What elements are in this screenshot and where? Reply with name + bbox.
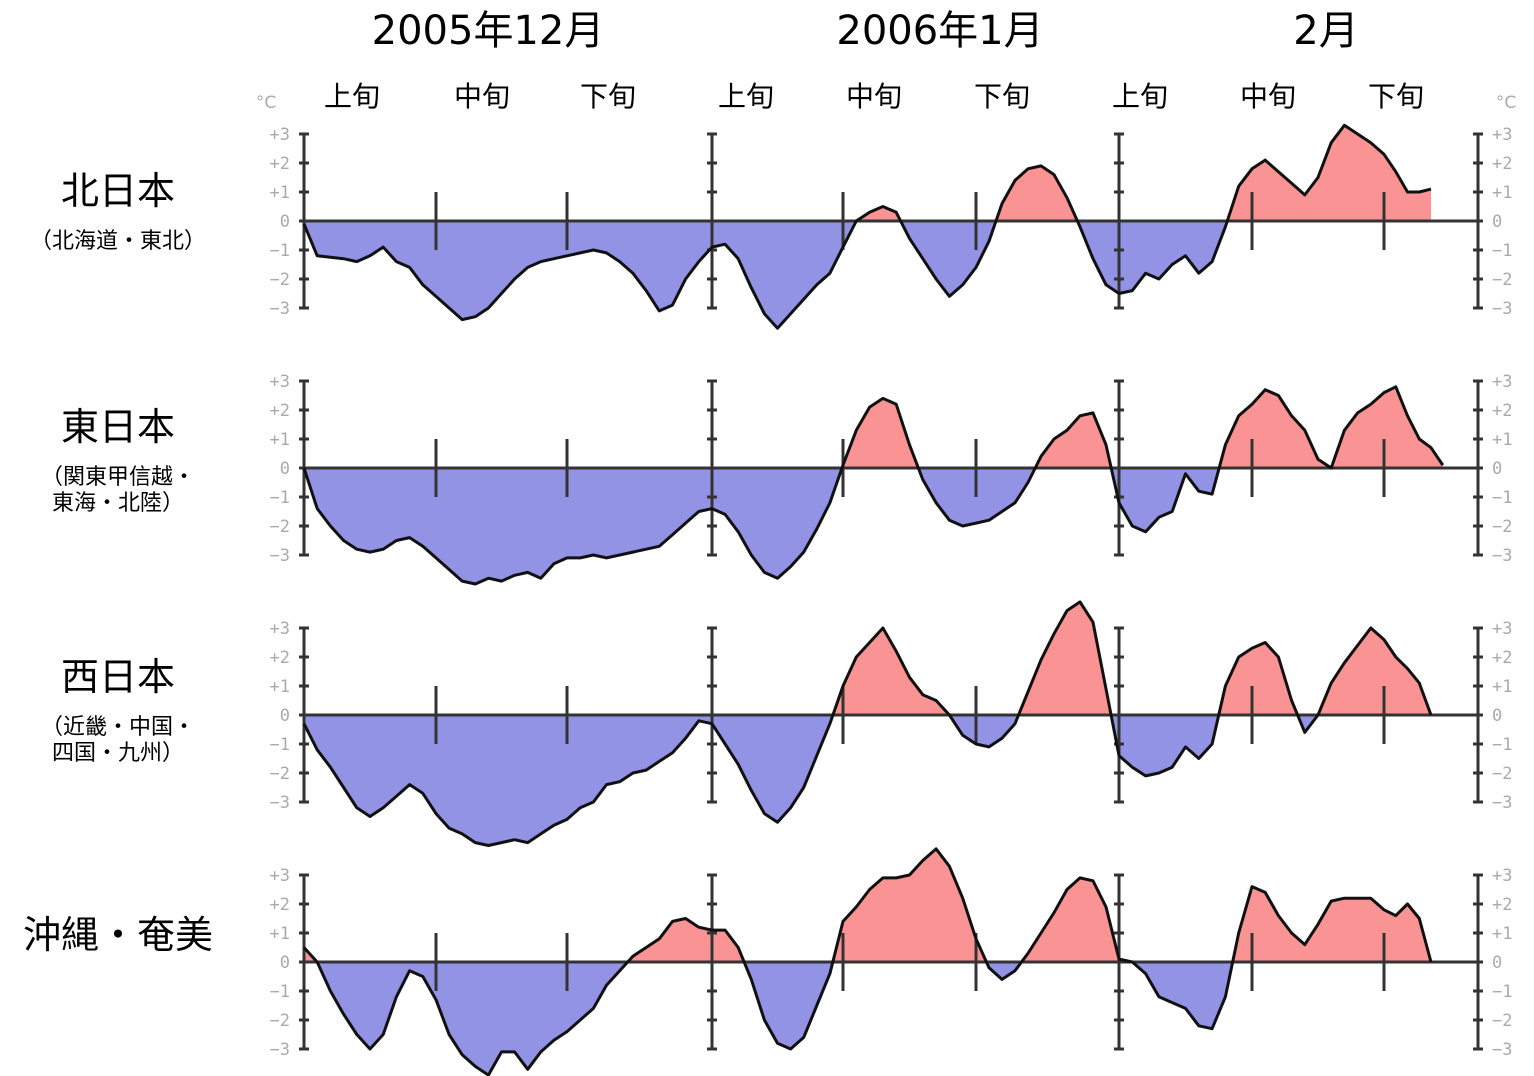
y-tick-label: +2 [1492, 154, 1512, 174]
panel-4: 沖縄・奄美 +3 +3 +2 +2 +1 +1 0 0 −1 −1 −2 −2 −3 −3 [23, 847, 1512, 1076]
period-label: 下旬 [974, 80, 1030, 113]
negative-anomaly-area [304, 715, 1431, 846]
region-subtitle: （関東甲信越・ [41, 465, 195, 490]
y-tick-label: +2 [1492, 648, 1512, 668]
positive-anomaly-area [304, 386, 1443, 468]
region-title: 西日本 [61, 655, 175, 699]
y-tick-label: −1 [1492, 982, 1512, 1002]
y-tick-label: 0 [1492, 459, 1502, 479]
y-tick-label: +1 [270, 430, 290, 450]
y-tick-label: −3 [1492, 299, 1512, 319]
positive-anomaly-area [304, 125, 1431, 221]
region-title: 東日本 [61, 405, 175, 449]
panel-1: 北日本 （北海道・東北） +3 +3 +2 +2 +1 +1 0 0 −1 −1 −2 −2 −3 −3 [30, 123, 1512, 330]
anomaly-series-line [302, 600, 1433, 847]
period-label: 上旬 [718, 80, 774, 113]
y-tick-label: +2 [270, 401, 290, 421]
y-tick-label: −3 [270, 793, 290, 813]
y-tick-label: −2 [270, 1011, 290, 1031]
y-tick-label: +3 [1492, 372, 1512, 392]
y-tick-label: −3 [1492, 546, 1512, 566]
y-tick-label: +1 [270, 183, 290, 203]
y-tick-label: +2 [270, 895, 290, 915]
y-tick-label: −3 [1492, 1040, 1512, 1060]
y-tick-label: +1 [270, 677, 290, 697]
anomaly-series-line [302, 847, 1433, 1076]
y-tick-label: +1 [1492, 677, 1512, 697]
y-tick-label: −1 [270, 982, 290, 1002]
month-label-feb: 2月 [1293, 8, 1358, 54]
y-tick-label: +2 [1492, 895, 1512, 915]
y-tick-label: −3 [270, 1040, 290, 1060]
y-tick-label: +1 [1492, 924, 1512, 944]
y-tick-label: −2 [1492, 764, 1512, 784]
positive-anomaly-area [304, 848, 1431, 962]
y-tick-label: 0 [1492, 706, 1502, 726]
period-label: 下旬 [1368, 80, 1424, 113]
region-title: 北日本 [61, 169, 175, 213]
y-tick-label: 0 [280, 706, 290, 726]
period-labels: 上旬 中旬 下旬 上旬 中旬 下旬 上旬 中旬 下旬 °C °C [256, 80, 1516, 113]
y-tick-label: +3 [1492, 619, 1512, 639]
panel-2: 東日本 （関東甲信越・東海・北陸） +3 +3 +2 +2 +1 +1 0 0 −1 −1 −2 −2 −3… [41, 372, 1512, 586]
y-tick-label: −1 [270, 241, 290, 261]
region-subtitle: （北海道・東北） [30, 229, 206, 254]
y-tick-label: −2 [1492, 1011, 1512, 1031]
unit-label-left: °C [256, 93, 276, 113]
negative-anomaly-area [304, 221, 1431, 329]
month-label-dec: 2005年12月 [372, 8, 605, 54]
region-title: 沖縄・奄美 [23, 913, 213, 957]
y-tick-label: −2 [1492, 517, 1512, 537]
y-tick-label: −2 [270, 270, 290, 290]
y-tick-label: 0 [280, 953, 290, 973]
panel-3: 西日本 （近畿・中国・四国・九州） +3 +3 +2 +2 +1 +1 0 0 −1 −1 −2 −2 −3… [41, 600, 1512, 847]
y-tick-label: 0 [1492, 212, 1502, 232]
y-tick-label: +2 [270, 154, 290, 174]
y-tick-label: −1 [1492, 241, 1512, 261]
y-tick-label: +1 [1492, 430, 1512, 450]
period-label: 中旬 [846, 80, 902, 113]
y-tick-label: +3 [270, 866, 290, 886]
period-label: 上旬 [1112, 80, 1168, 113]
region-subtitle: 四国・九州） [52, 741, 184, 766]
y-tick-label: −3 [1492, 793, 1512, 813]
negative-anomaly-area [304, 962, 1431, 1076]
y-tick-label: +3 [270, 125, 290, 145]
period-label: 上旬 [324, 80, 380, 113]
y-tick-label: +2 [270, 648, 290, 668]
period-label: 中旬 [1240, 80, 1296, 113]
region-subtitle: （近畿・中国・ [41, 715, 195, 740]
period-label: 下旬 [580, 80, 636, 113]
y-tick-label: −2 [270, 764, 290, 784]
y-tick-label: −3 [270, 546, 290, 566]
y-tick-label: −1 [270, 488, 290, 508]
period-label: 中旬 [454, 80, 510, 113]
anomaly-series-line [302, 123, 1432, 330]
y-tick-label: −1 [1492, 735, 1512, 755]
y-tick-label: −2 [1492, 270, 1512, 290]
y-tick-label: 0 [280, 212, 290, 232]
month-labels: 2005年12月 2006年1月 2月 [372, 8, 1359, 54]
y-tick-label: +3 [1492, 125, 1512, 145]
y-tick-label: 0 [280, 459, 290, 479]
y-tick-label: +1 [1492, 183, 1512, 203]
y-tick-label: −1 [270, 735, 290, 755]
month-label-jan: 2006年1月 [836, 8, 1043, 54]
unit-label-right: °C [1496, 93, 1516, 113]
positive-anomaly-area [304, 601, 1431, 715]
y-tick-label: −3 [270, 299, 290, 319]
y-tick-label: +2 [1492, 401, 1512, 421]
y-tick-label: +3 [270, 619, 290, 639]
y-tick-label: −2 [270, 517, 290, 537]
anomaly-series-line [302, 385, 1445, 586]
y-tick-label: +3 [270, 372, 290, 392]
panels: 北日本（北海道・東北）+3 +3+2 +2+1 +10 0−1 −1−2 −2−3 −3東日本… [23, 123, 1512, 1076]
y-tick-label: +1 [270, 924, 290, 944]
y-tick-label: −1 [1492, 488, 1512, 508]
y-tick-label: 0 [1492, 953, 1502, 973]
y-tick-label: +3 [1492, 866, 1512, 886]
region-subtitle: 東海・北陸） [52, 491, 184, 516]
